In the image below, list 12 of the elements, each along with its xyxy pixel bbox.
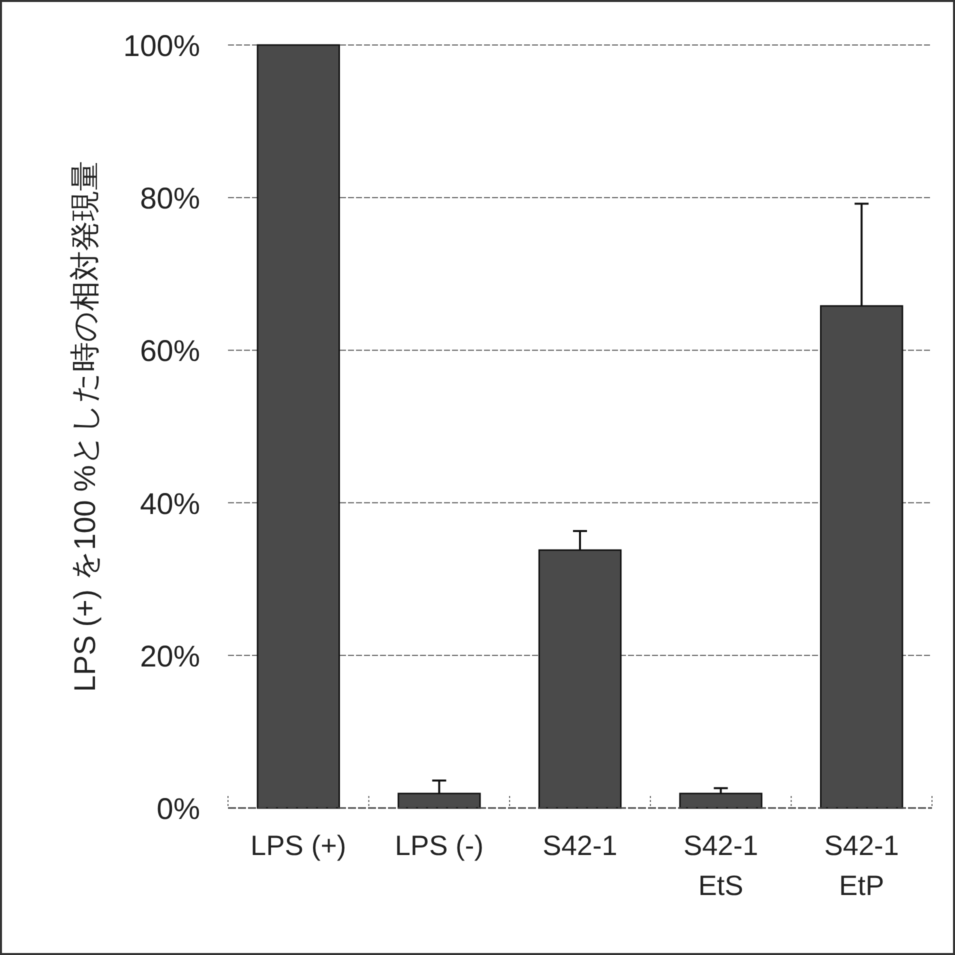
x-tick-label: LPS (-) <box>394 830 484 861</box>
x-tick-label: LPS (+) <box>250 830 346 861</box>
y-tick-label: 60% <box>140 335 200 368</box>
y-tick-label: 0% <box>156 793 200 826</box>
y-tick-label: 20% <box>140 640 200 674</box>
y-tick-label: 80% <box>140 182 200 216</box>
y-axis-title: LPS (+) を100 %とした時の相対発現量 <box>69 161 102 692</box>
x-tick-label: S42-1 EtS <box>683 830 758 901</box>
x-tick-label: S42-1 EtP <box>824 830 899 901</box>
y-tick-label: 40% <box>140 488 200 521</box>
y-tick-label: 100% <box>123 30 200 63</box>
x-tick-label: S42-1 <box>542 830 618 861</box>
